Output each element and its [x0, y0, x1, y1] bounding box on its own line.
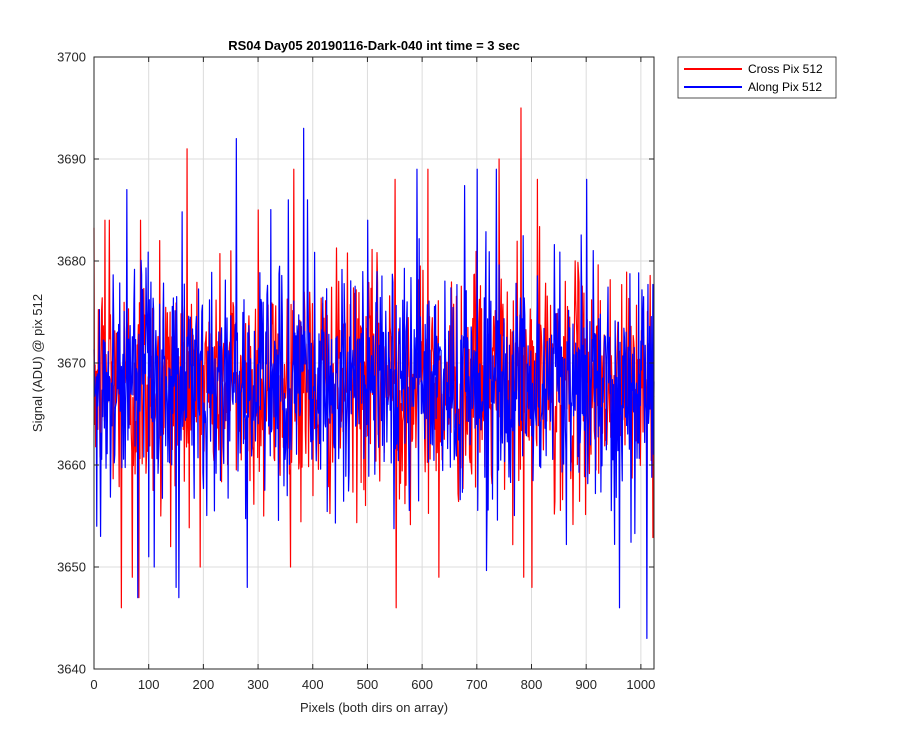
y-tick-label: 3680 — [57, 254, 86, 269]
x-tick-label: 400 — [302, 677, 324, 692]
x-tick-label: 100 — [138, 677, 160, 692]
x-tick-label: 800 — [521, 677, 543, 692]
y-tick-label: 3690 — [57, 152, 86, 167]
y-tick-label: 3660 — [57, 458, 86, 473]
y-tick-label: 3700 — [57, 50, 86, 65]
series-line-along-pix-512 — [93, 127, 655, 639]
tick-labels: 0 100 200 300 400 500 600 700 800 900 1000 3640 3650… — [57, 50, 655, 693]
legend: Cross Pix 512 Along Pix 512 — [677, 56, 837, 99]
chart-title: RS04 Day05 20190116-Dark-040 int time = … — [228, 38, 520, 53]
x-tick-label: 300 — [247, 677, 269, 692]
x-tick-label: 1000 — [626, 677, 655, 692]
y-axis-label: Signal (ADU) @ pix 512 — [30, 294, 45, 432]
x-tick-label: 500 — [357, 677, 379, 692]
x-tick-label: 900 — [575, 677, 597, 692]
x-tick-label: 600 — [411, 677, 433, 692]
y-tick-label: 3640 — [57, 662, 86, 677]
legend-label-along: Along Pix 512 — [748, 80, 822, 94]
y-tick-label: 3670 — [57, 356, 86, 371]
x-tick-label: 700 — [466, 677, 488, 692]
series-layer — [93, 107, 655, 639]
axis-ticks — [93, 56, 654, 670]
series-line-cross-pix-512 — [93, 107, 655, 609]
legend-box — [677, 56, 837, 99]
legend-label-cross: Cross Pix 512 — [748, 62, 823, 76]
x-tick-label: 0 — [90, 677, 97, 692]
y-tick-label: 3650 — [57, 560, 86, 575]
x-tick-label: 200 — [193, 677, 215, 692]
x-axis-label: Pixels (both dirs on array) — [300, 700, 448, 715]
